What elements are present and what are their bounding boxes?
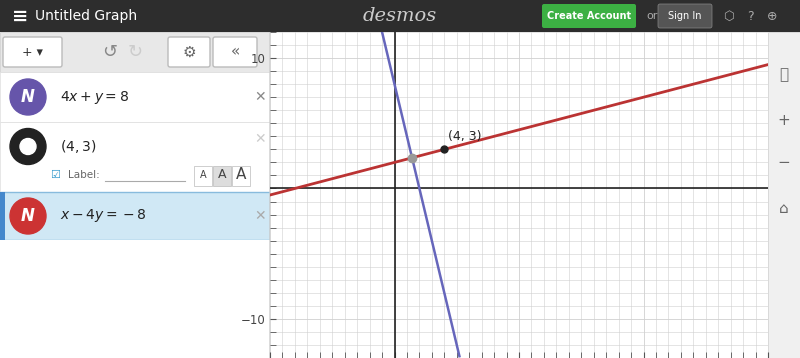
Text: Untitled Graph: Untitled Graph (35, 9, 137, 23)
Text: or: or (646, 11, 658, 21)
Text: $4x + y = 8$: $4x + y = 8$ (60, 88, 130, 106)
Text: «: « (230, 44, 240, 59)
Text: N: N (21, 88, 35, 106)
FancyBboxPatch shape (168, 37, 210, 67)
Text: 🔧: 🔧 (779, 67, 789, 82)
FancyBboxPatch shape (0, 122, 270, 192)
Text: $(4,3)$: $(4,3)$ (60, 138, 96, 155)
FancyBboxPatch shape (194, 165, 212, 185)
Text: ⬡: ⬡ (722, 10, 734, 23)
Text: Create Account: Create Account (547, 11, 631, 21)
Text: A: A (218, 168, 226, 181)
Text: ⊕: ⊕ (766, 10, 778, 23)
Text: desmos: desmos (363, 7, 437, 25)
Circle shape (20, 139, 36, 155)
Circle shape (10, 198, 46, 234)
Circle shape (10, 129, 46, 164)
Text: ☑: ☑ (50, 169, 60, 179)
Text: Sign In: Sign In (668, 11, 702, 21)
Text: −: − (778, 155, 790, 170)
Text: ↻: ↻ (127, 43, 142, 61)
Text: ✕: ✕ (254, 209, 266, 223)
FancyBboxPatch shape (213, 37, 257, 67)
Text: ✕: ✕ (254, 132, 266, 146)
Text: ≡: ≡ (12, 6, 28, 25)
Text: A: A (236, 167, 246, 182)
FancyBboxPatch shape (213, 165, 231, 185)
FancyBboxPatch shape (768, 32, 800, 358)
Text: ✕: ✕ (254, 90, 266, 104)
FancyBboxPatch shape (0, 192, 5, 240)
FancyBboxPatch shape (0, 32, 270, 72)
Text: Label:: Label: (68, 169, 100, 179)
Text: ⌂: ⌂ (779, 200, 789, 216)
FancyBboxPatch shape (0, 240, 270, 358)
FancyBboxPatch shape (0, 192, 270, 240)
Text: ↺: ↺ (102, 43, 118, 61)
Text: +: + (778, 112, 790, 127)
Circle shape (10, 79, 46, 115)
Text: ?: ? (746, 10, 754, 23)
FancyBboxPatch shape (3, 37, 62, 67)
Text: $x - 4y = -8$: $x - 4y = -8$ (60, 208, 146, 224)
FancyBboxPatch shape (542, 4, 636, 28)
FancyBboxPatch shape (0, 72, 270, 122)
Text: + ▾: + ▾ (22, 45, 42, 58)
FancyBboxPatch shape (0, 0, 800, 32)
FancyBboxPatch shape (232, 165, 250, 185)
FancyBboxPatch shape (658, 4, 712, 28)
Text: N: N (21, 207, 35, 225)
Text: ⚙: ⚙ (182, 44, 196, 59)
Text: (4, 3): (4, 3) (448, 130, 482, 143)
Text: A: A (200, 169, 206, 179)
